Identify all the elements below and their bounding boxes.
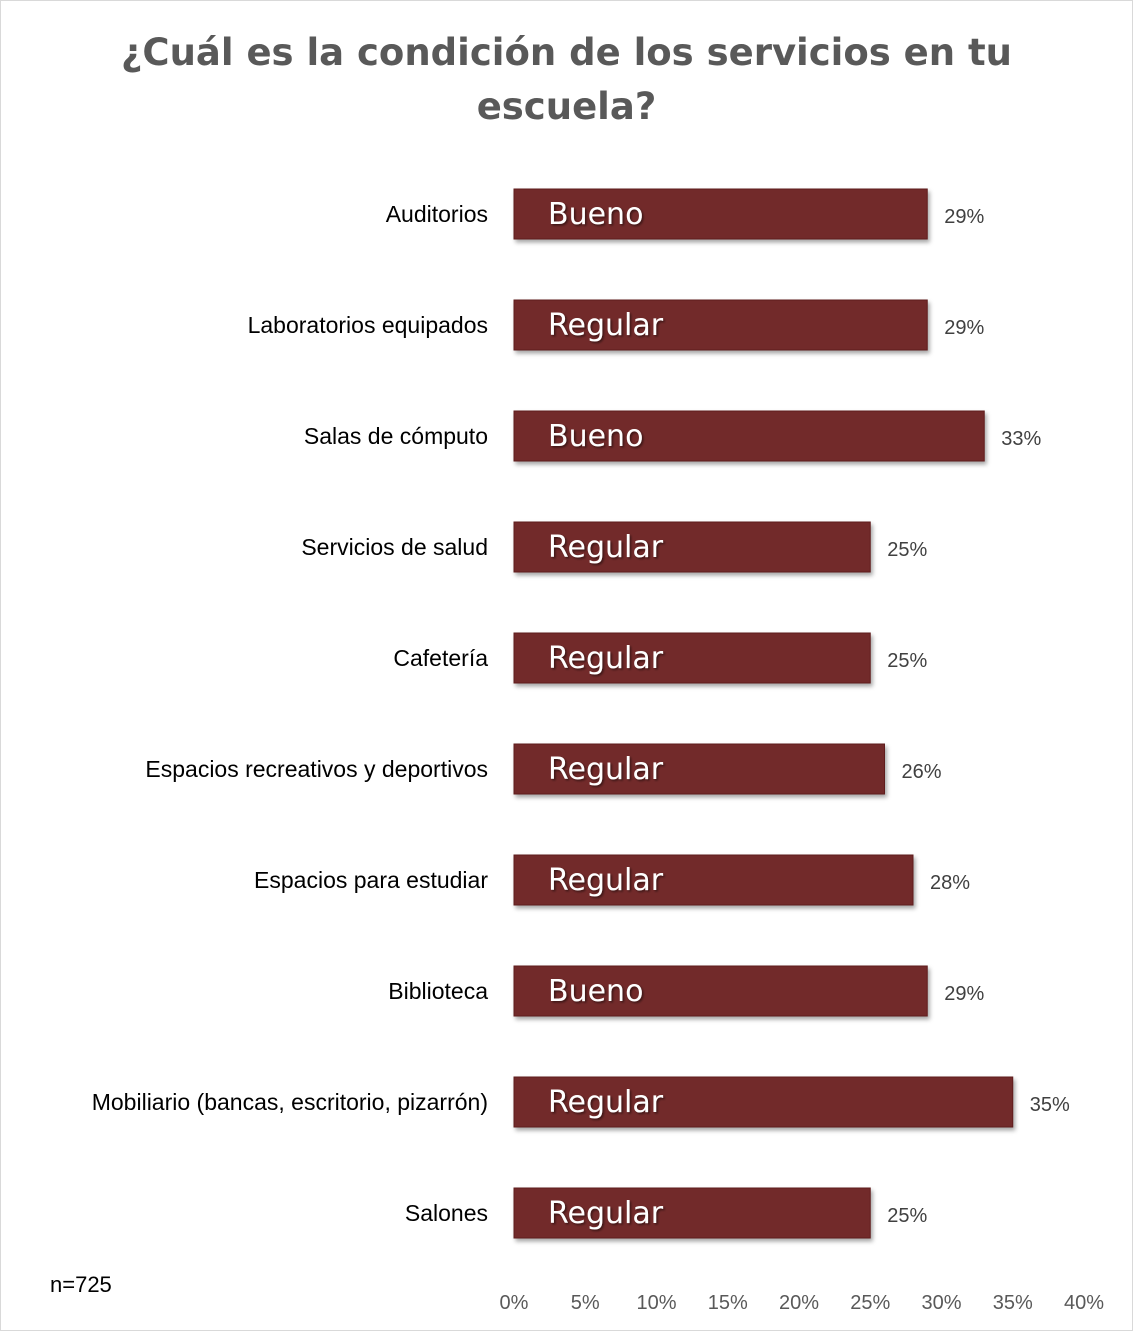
bar-condition-label: Bueno — [548, 974, 643, 1009]
x-tick-label: 35% — [993, 1292, 1033, 1314]
data-label: 35% — [1030, 1094, 1070, 1116]
bar-condition-label: Regular — [548, 530, 664, 565]
data-label: 25% — [887, 650, 927, 672]
bar — [513, 521, 871, 573]
data-label: 26% — [902, 761, 942, 783]
x-tick-label: 10% — [636, 1292, 676, 1314]
category-label: Auditorios — [386, 201, 488, 227]
bar — [513, 299, 928, 351]
bar-condition-label: Regular — [548, 863, 664, 898]
bar — [513, 1187, 871, 1239]
bar — [513, 632, 871, 684]
category-label: Mobiliario (bancas, escritorio, pizarrón… — [92, 1089, 488, 1115]
chart-title-line-1: ¿Cuál es la condición de los servicios e… — [120, 31, 1013, 74]
sample-size-note: n=725 — [50, 1272, 112, 1297]
category-label: Laboratorios equipados — [248, 312, 488, 338]
bar — [513, 410, 985, 462]
category-label: Salones — [405, 1200, 488, 1226]
category-label: Salas de cómputo — [304, 423, 488, 449]
data-label: 33% — [1001, 428, 1041, 450]
x-tick-label: 0% — [500, 1292, 529, 1314]
x-tick-label: 20% — [779, 1292, 819, 1314]
bar-condition-label: Regular — [548, 641, 664, 676]
data-label: 29% — [944, 206, 984, 228]
bar-condition-label: Regular — [548, 1085, 664, 1120]
bar — [513, 965, 928, 1017]
x-tick-label: 25% — [850, 1292, 890, 1314]
data-label: 29% — [944, 317, 984, 339]
category-label: Espacios para estudiar — [254, 867, 488, 893]
bar — [513, 188, 928, 240]
x-tick-label: 15% — [708, 1292, 748, 1314]
bar — [513, 743, 885, 795]
bar — [513, 854, 914, 906]
bar-condition-label: Bueno — [548, 197, 643, 232]
category-label: Servicios de salud — [301, 534, 488, 560]
x-tick-label: 5% — [571, 1292, 600, 1314]
chart-title-line-2: escuela? — [476, 85, 657, 128]
bar — [513, 1076, 1014, 1128]
bar-condition-label: Regular — [548, 752, 664, 787]
data-label: 29% — [944, 983, 984, 1005]
data-label: 28% — [930, 872, 970, 894]
category-label: Espacios recreativos y deportivos — [145, 756, 488, 782]
data-label: 25% — [887, 539, 927, 561]
bar-condition-label: Regular — [548, 308, 664, 343]
chart-title: ¿Cuál es la condición de los servicios e… — [0, 26, 1133, 134]
x-tick-label: 40% — [1064, 1292, 1104, 1314]
category-label: Biblioteca — [388, 978, 488, 1004]
bar-condition-label: Regular — [548, 1196, 664, 1231]
bar-condition-label: Bueno — [548, 419, 643, 454]
category-label: Cafetería — [393, 645, 488, 671]
x-tick-label: 30% — [921, 1292, 961, 1314]
data-label: 25% — [887, 1205, 927, 1227]
